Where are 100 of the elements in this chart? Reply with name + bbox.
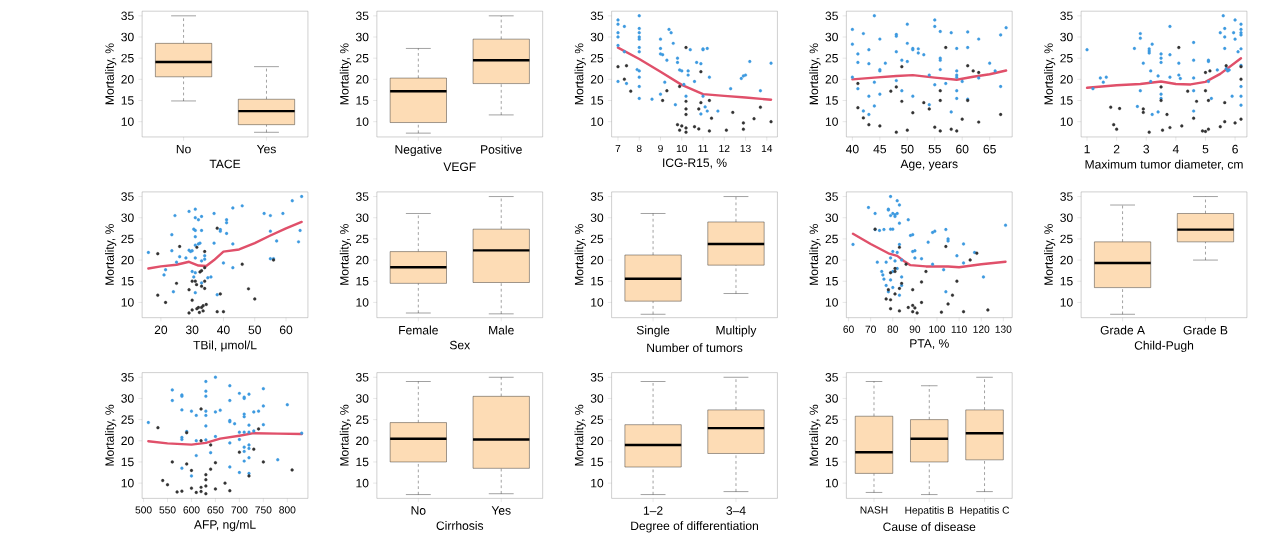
y-tick-label: 20: [825, 436, 838, 446]
y-tick-label: 10: [1060, 298, 1073, 307]
y-tick-label: 35: [121, 11, 134, 21]
y-tick-label: 20: [825, 75, 838, 84]
y-tick-label: 30: [590, 32, 604, 42]
y-tick-label: 15: [825, 277, 838, 286]
x-tick-label: Grade A: [1100, 325, 1145, 335]
y-tick-label: 30: [355, 32, 369, 42]
x-tick-label: 130: [995, 325, 1012, 333]
y-tick-label: 30: [825, 394, 838, 403]
x-axis-title: Cirrhosis: [436, 521, 484, 530]
x-tick-label: 40: [845, 144, 859, 154]
y-axis-title: Mortality, %: [809, 43, 821, 105]
y-tick-label: 15: [1060, 96, 1073, 105]
y-axis-title: Mortality, %: [574, 224, 586, 285]
x-axis-title: AFP, ng/mL: [193, 519, 256, 532]
y-tick-label: 30: [121, 213, 134, 222]
y-tick-label: 15: [591, 277, 604, 286]
y-tick-label: 10: [825, 117, 838, 126]
y-tick-label: 25: [590, 234, 604, 244]
y-axis-title: Mortality, %: [339, 43, 352, 105]
x-tick-label: 13: [740, 144, 751, 153]
y-tick-label: 15: [356, 277, 369, 286]
x-tick-label: No: [411, 506, 426, 515]
y-tick-label: 30: [825, 32, 838, 42]
y-tick-label: 25: [825, 234, 838, 244]
x-tick-label: Grade B: [1183, 325, 1228, 335]
y-tick-label: 20: [356, 255, 369, 265]
y-tick-label: 20: [590, 75, 604, 84]
y-axis-title: Mortality, %: [809, 404, 821, 466]
x-axis-title: Sex: [449, 340, 471, 350]
y-tick-label: 30: [355, 213, 369, 222]
y-tick-label: 15: [356, 457, 369, 467]
x-tick-label: 14: [761, 144, 773, 152]
x-tick-label: 650: [207, 506, 224, 514]
x-tick-label: 60: [843, 325, 854, 333]
y-tick-label: 15: [121, 457, 134, 467]
x-tick-label: 750: [255, 506, 272, 514]
y-tick-label: 15: [121, 277, 134, 286]
y-axis-title: Mortality, %: [105, 43, 117, 105]
x-tick-label: 7: [615, 144, 621, 152]
x-tick-label: Single: [636, 325, 670, 337]
x-tick-label: 3–4: [726, 506, 746, 515]
x-tick-label: 120: [973, 325, 990, 333]
y-tick-label: 20: [356, 436, 369, 446]
y-axis-title: Mortality, %: [1044, 224, 1056, 285]
x-tick-label: Yes: [491, 506, 511, 515]
y-tick-label: 25: [590, 53, 604, 63]
y-tick-label: 20: [590, 436, 604, 446]
y-tick-label: 30: [121, 32, 134, 42]
y-tick-label: 30: [355, 394, 369, 403]
x-tick-label: 2: [1113, 144, 1120, 154]
y-tick-label: 25: [825, 415, 838, 424]
y-tick-label: 25: [121, 415, 134, 424]
x-axis-title: TACE: [209, 159, 241, 169]
y-tick-label: 25: [1060, 53, 1073, 63]
x-tick-label: NASH: [860, 506, 888, 514]
x-tick-label: 40: [217, 325, 230, 335]
y-tick-label: 10: [591, 478, 604, 488]
x-tick-label: 6: [1232, 144, 1238, 154]
y-tick-label: 30: [590, 394, 604, 403]
x-tick-label: 550: [159, 506, 176, 514]
x-axis-title: Number of tumors: [647, 343, 743, 353]
y-tick-label: 35: [355, 192, 369, 201]
x-tick-label: 500: [135, 506, 152, 514]
y-tick-label: 15: [121, 96, 134, 105]
x-tick-label: 5: [1202, 144, 1209, 154]
y-tick-label: 15: [1060, 277, 1073, 286]
x-tick-label: 800: [279, 506, 296, 514]
x-tick-label: 30: [185, 325, 199, 335]
y-tick-label: 25: [825, 53, 838, 63]
x-tick-label: 4: [1172, 144, 1179, 154]
y-tick-label: 20: [825, 255, 838, 265]
y-tick-label: 10: [121, 478, 134, 488]
y-tick-label: 10: [121, 117, 134, 126]
x-axis-title: Maximum tumor diameter, cm: [1085, 159, 1243, 171]
y-tick-label: 10: [825, 478, 838, 488]
y-tick-label: 25: [590, 415, 604, 424]
y-tick-label: 10: [1060, 117, 1073, 126]
x-tick-label: 65: [983, 144, 996, 154]
x-tick-label: Multiply: [716, 325, 757, 337]
y-tick-label: 10: [356, 298, 369, 307]
y-tick-label: 25: [121, 53, 134, 63]
x-tick-label: Female: [399, 325, 438, 335]
y-tick-label: 10: [121, 298, 134, 307]
y-tick-label: 10: [825, 298, 838, 307]
y-tick-label: 30: [825, 213, 838, 222]
y-tick-label: 35: [355, 11, 369, 21]
y-axis-title: Mortality, %: [1044, 43, 1056, 105]
x-tick-label: 110: [951, 325, 967, 333]
x-tick-label: 3: [1143, 144, 1150, 154]
x-tick-label: Male: [489, 325, 514, 335]
x-tick-label: 70: [865, 325, 876, 333]
y-axis-title: Mortality, %: [809, 224, 821, 285]
y-tick-label: 30: [121, 394, 134, 403]
x-axis-title: Child-Pugh: [1134, 340, 1194, 353]
x-tick-label: 1–2: [643, 506, 663, 515]
y-tick-label: 30: [1060, 32, 1073, 42]
x-tick-label: 90: [909, 325, 921, 333]
y-tick-label: 20: [1060, 75, 1073, 84]
